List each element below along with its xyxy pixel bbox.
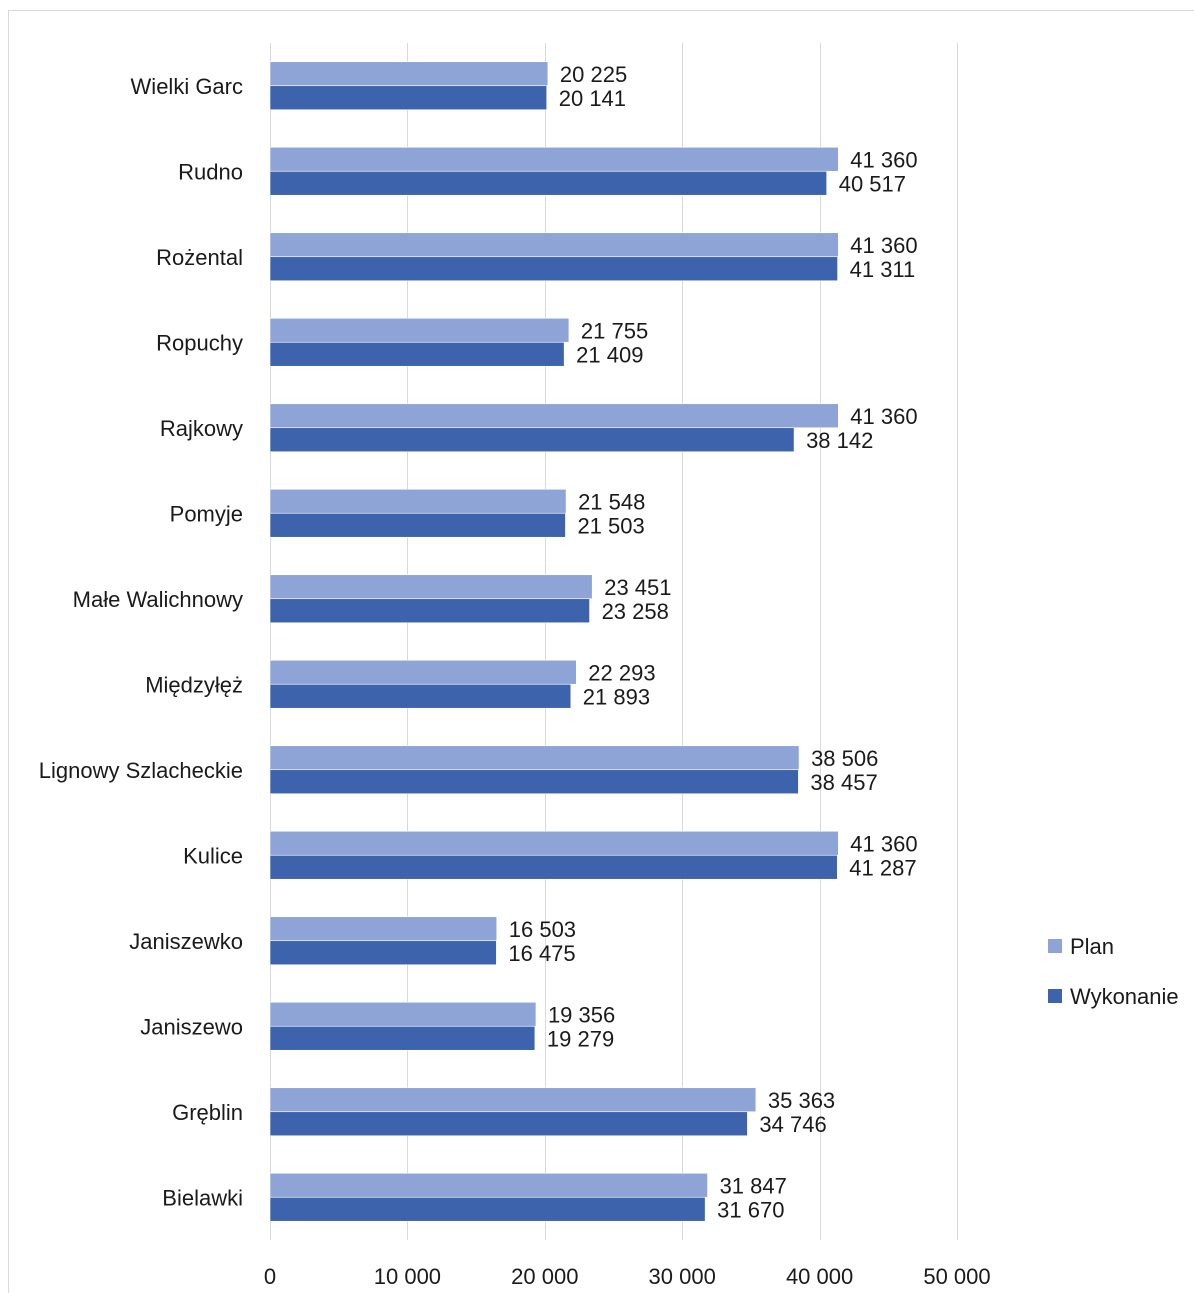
category-label: Rudno (178, 159, 243, 184)
category-label: Wielki Garc (131, 74, 243, 99)
data-label-plan: 22 293 (588, 660, 655, 685)
chart-frame (8, 10, 1194, 1293)
legend-label-wykonanie: Wykonanie (1070, 984, 1179, 1009)
data-label-plan: 41 360 (850, 404, 917, 429)
bar-wykonanie-5 (269, 512, 566, 538)
data-label-wykonanie: 21 893 (583, 684, 650, 709)
data-label-wykonanie: 40 517 (839, 171, 906, 196)
category-label: Kulice (183, 843, 243, 868)
data-label-wykonanie: 21 409 (576, 342, 643, 367)
data-label-plan: 41 360 (850, 233, 917, 258)
data-label-wykonanie: 31 670 (717, 1197, 784, 1222)
bars (269, 61, 839, 1222)
bar-plan-9 (269, 830, 839, 856)
category-label: Rożental (156, 245, 243, 270)
x-tick-label: 50 000 (923, 1264, 990, 1289)
data-label-plan: 41 360 (850, 147, 917, 172)
category-label: Bielawki (162, 1185, 243, 1210)
legend-swatch-wykonanie (1048, 989, 1062, 1003)
legend-label-plan: Plan (1070, 934, 1114, 959)
data-label-wykonanie: 20 141 (559, 86, 626, 111)
x-tick-label: 0 (264, 1264, 276, 1289)
data-label-wykonanie: 16 475 (508, 941, 575, 966)
bar-plan-8 (269, 745, 800, 771)
data-label-wykonanie: 41 287 (849, 855, 916, 880)
bar-wykonanie-4 (269, 427, 795, 453)
data-label-wykonanie: 19 279 (547, 1026, 614, 1051)
bar-plan-0 (269, 61, 549, 87)
bar-wykonanie-0 (269, 85, 548, 111)
bar-wykonanie-6 (269, 598, 590, 624)
data-label-plan: 19 356 (548, 1002, 615, 1027)
x-tick-label: 40 000 (786, 1264, 853, 1289)
data-label-plan: 38 506 (811, 746, 878, 771)
bar-wykonanie-8 (269, 769, 799, 795)
x-axis-tick-labels: 0 10 000 20 000 30 000 40 000 50 000 (264, 1264, 991, 1289)
category-label: Janiszewko (129, 929, 243, 954)
bar-wykonanie-7 (269, 683, 572, 709)
category-labels: Wielki Garc Rudno Rożental Ropuchy Rajkowy Po… (39, 74, 243, 1211)
bar-wykonanie-10 (269, 940, 497, 966)
bar-wykonanie-2 (269, 256, 838, 282)
category-label: Gręblin (172, 1100, 243, 1125)
x-tick-label: 30 000 (649, 1264, 716, 1289)
data-label-wykonanie: 34 746 (759, 1112, 826, 1137)
legend-swatch-plan (1048, 939, 1062, 953)
bar-wykonanie-11 (269, 1025, 536, 1051)
category-label: Małe Walichnowy (73, 587, 243, 612)
data-label-plan: 31 847 (720, 1173, 787, 1198)
bar-plan-6 (269, 574, 593, 600)
x-tick-label: 20 000 (511, 1264, 578, 1289)
data-label-plan: 20 225 (560, 62, 627, 87)
data-label-plan: 16 503 (509, 917, 576, 942)
bar-plan-5 (269, 488, 567, 514)
bar-wykonanie-1 (269, 170, 828, 196)
bar-wykonanie-13 (269, 1196, 706, 1222)
data-label-plan: 21 755 (581, 318, 648, 343)
bar-plan-1 (269, 146, 839, 172)
bar-plan-13 (269, 1172, 708, 1198)
bar-wykonanie-9 (269, 854, 838, 880)
bar-plan-2 (269, 232, 839, 258)
bar-plan-3 (269, 317, 570, 343)
data-label-plan: 41 360 (850, 831, 917, 856)
x-tick-label: 10 000 (374, 1264, 441, 1289)
gridlines (270, 43, 958, 1240)
data-label-plan: 21 548 (578, 489, 645, 514)
data-label-wykonanie: 38 457 (810, 770, 877, 795)
category-label: Janiszewo (140, 1014, 243, 1039)
bar-plan-11 (269, 1001, 537, 1027)
data-label-wykonanie: 21 503 (577, 513, 644, 538)
bar-plan-4 (269, 403, 839, 429)
category-label: Ropuchy (156, 330, 243, 355)
data-label-wykonanie: 23 258 (602, 599, 669, 624)
bar-wykonanie-3 (269, 341, 565, 367)
data-label-plan: 23 451 (604, 575, 671, 600)
data-label-wykonanie: 41 311 (850, 257, 916, 282)
category-label: Rajkowy (160, 416, 243, 441)
legend: Plan Wykonanie (1048, 934, 1179, 1009)
category-label: Pomyje (170, 501, 243, 526)
bar-plan-12 (269, 1087, 757, 1113)
data-label-wykonanie: 38 142 (806, 428, 873, 453)
bar-wykonanie-12 (269, 1111, 748, 1137)
category-label: Międzyłęż (145, 672, 243, 697)
bar-plan-10 (269, 916, 498, 942)
bar-plan-7 (269, 659, 577, 685)
category-label: Lignowy Szlacheckie (39, 758, 243, 783)
data-label-plan: 35 363 (768, 1088, 835, 1113)
